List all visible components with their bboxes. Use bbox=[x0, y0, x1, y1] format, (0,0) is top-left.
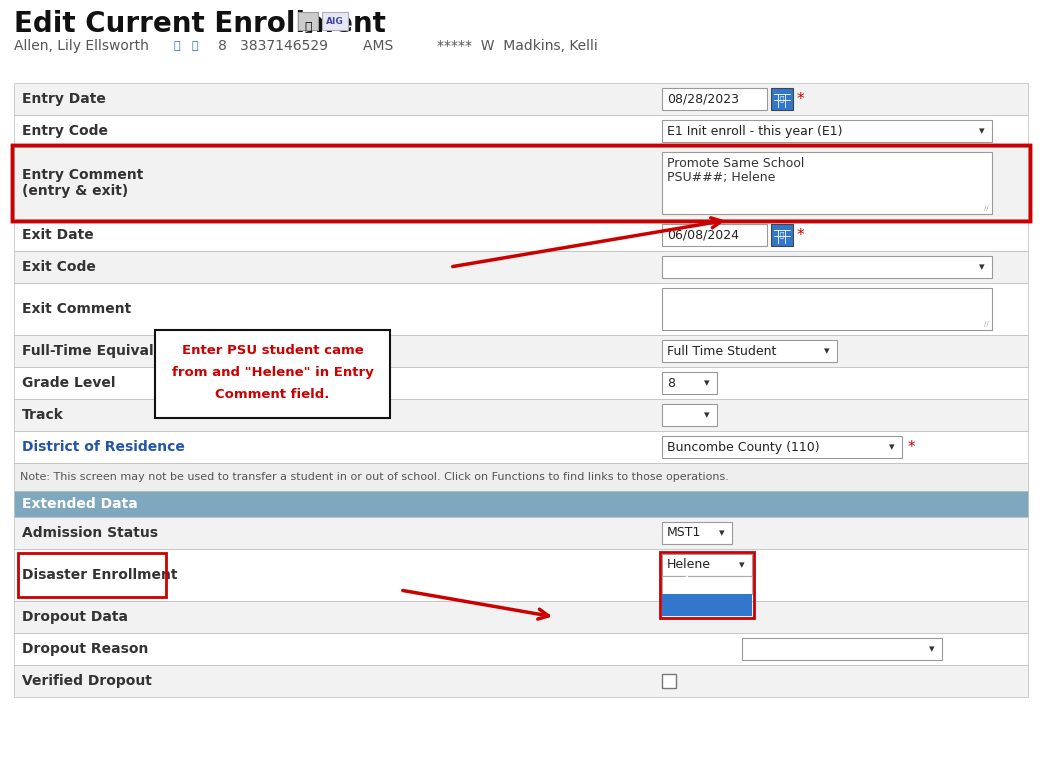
Text: District of Residence: District of Residence bbox=[22, 440, 185, 454]
Text: *: * bbox=[797, 227, 804, 243]
Text: MST1: MST1 bbox=[668, 526, 701, 539]
Text: ▾: ▾ bbox=[890, 442, 895, 452]
Text: 06/08/2024: 06/08/2024 bbox=[668, 229, 739, 242]
Text: Disaster Enrollment: Disaster Enrollment bbox=[22, 568, 177, 582]
Bar bbox=[662, 288, 992, 330]
Bar bbox=[662, 256, 992, 278]
Text: 👤: 👤 bbox=[191, 41, 197, 51]
Bar bbox=[771, 224, 793, 246]
Text: E1 Init enroll - this year (E1): E1 Init enroll - this year (E1) bbox=[668, 125, 843, 138]
Text: 📍: 📍 bbox=[173, 41, 179, 51]
Text: from and "Helene" in Entry: from and "Helene" in Entry bbox=[172, 366, 373, 379]
Text: Full Time Student: Full Time Student bbox=[668, 344, 776, 357]
Bar bbox=[14, 367, 1028, 399]
Bar bbox=[14, 491, 1028, 517]
Bar bbox=[662, 594, 752, 616]
Bar bbox=[14, 219, 1028, 251]
Text: Track: Track bbox=[22, 408, 64, 422]
Text: ⬛: ⬛ bbox=[780, 96, 784, 103]
Bar bbox=[662, 120, 992, 142]
Bar bbox=[662, 576, 752, 594]
Text: ▾: ▾ bbox=[739, 560, 745, 570]
Text: Grade Level: Grade Level bbox=[22, 376, 116, 390]
Bar bbox=[298, 12, 318, 30]
Text: *: * bbox=[797, 92, 804, 106]
Bar bbox=[14, 633, 1028, 665]
Text: (entry & exit): (entry & exit) bbox=[22, 184, 128, 198]
Text: Helene: Helene bbox=[668, 558, 711, 571]
Bar bbox=[662, 88, 767, 110]
Text: Dropout Reason: Dropout Reason bbox=[22, 642, 148, 656]
Text: //: // bbox=[985, 321, 989, 327]
Text: Comment field.: Comment field. bbox=[215, 388, 330, 401]
Bar bbox=[13, 145, 1030, 221]
Bar bbox=[662, 404, 717, 426]
Bar bbox=[662, 372, 717, 394]
Text: ▾: ▾ bbox=[704, 378, 710, 388]
Bar bbox=[662, 522, 732, 544]
Text: 8   3837146529        AMS          *****  W  Madkins, Kelli: 8 3837146529 AMS ***** W Madkins, Kelli bbox=[218, 39, 598, 53]
Text: *: * bbox=[908, 440, 916, 454]
Text: Admission Status: Admission Status bbox=[22, 526, 157, 540]
Bar bbox=[155, 330, 390, 418]
Text: //: // bbox=[985, 205, 989, 211]
Text: Exit Comment: Exit Comment bbox=[22, 302, 131, 316]
Text: 8: 8 bbox=[668, 376, 675, 389]
Text: Note: This screen may not be used to transfer a student in or out of school. Cli: Note: This screen may not be used to tra… bbox=[20, 472, 729, 482]
Bar bbox=[660, 552, 754, 618]
Bar bbox=[14, 251, 1028, 283]
Text: 👢: 👢 bbox=[305, 21, 312, 34]
Text: PSU###; Helene: PSU###; Helene bbox=[668, 171, 775, 184]
Text: ⬛: ⬛ bbox=[780, 232, 784, 239]
Text: Buncombe County (110): Buncombe County (110) bbox=[668, 441, 820, 454]
Bar bbox=[14, 431, 1028, 463]
Bar bbox=[13, 145, 1030, 221]
Bar bbox=[18, 553, 166, 597]
Text: ▾: ▾ bbox=[824, 346, 830, 356]
Text: ▾: ▾ bbox=[929, 644, 935, 654]
Text: Enter PSU student came: Enter PSU student came bbox=[181, 344, 363, 357]
Bar bbox=[14, 463, 1028, 491]
Text: Allen, Lily Ellsworth: Allen, Lily Ellsworth bbox=[14, 39, 149, 53]
Bar bbox=[14, 517, 1028, 549]
Text: Promote Same School: Promote Same School bbox=[668, 157, 804, 170]
Bar bbox=[14, 115, 1028, 147]
Text: 08/28/2023: 08/28/2023 bbox=[668, 93, 739, 106]
Bar bbox=[14, 665, 1028, 697]
Bar bbox=[662, 674, 676, 688]
Bar bbox=[14, 147, 1028, 219]
Text: Entry Date: Entry Date bbox=[22, 92, 106, 106]
Bar bbox=[322, 12, 348, 30]
Text: ▾: ▾ bbox=[979, 126, 985, 136]
Bar bbox=[662, 224, 767, 246]
Bar bbox=[14, 83, 1028, 115]
Text: ▾: ▾ bbox=[720, 528, 725, 538]
Text: Helene: Helene bbox=[668, 577, 715, 590]
Text: Full-Time Equivalency: Full-Time Equivalency bbox=[22, 344, 190, 358]
Bar bbox=[662, 554, 752, 576]
Text: Entry Code: Entry Code bbox=[22, 124, 108, 138]
Bar bbox=[771, 88, 793, 110]
Bar bbox=[662, 152, 992, 214]
Text: Extended Data: Extended Data bbox=[22, 497, 138, 511]
Text: Dropout Data: Dropout Data bbox=[22, 610, 128, 624]
Text: Edit Current Enrollment: Edit Current Enrollment bbox=[14, 10, 386, 38]
Text: ▾: ▾ bbox=[979, 262, 985, 272]
Bar bbox=[14, 601, 1028, 633]
Text: AIG: AIG bbox=[326, 17, 344, 25]
Bar bbox=[14, 283, 1028, 335]
Text: ▾: ▾ bbox=[704, 410, 710, 420]
Text: Exit Date: Exit Date bbox=[22, 228, 94, 242]
Bar bbox=[14, 549, 1028, 601]
Bar bbox=[662, 436, 902, 458]
Bar bbox=[14, 399, 1028, 431]
Bar bbox=[742, 638, 942, 660]
Bar bbox=[14, 335, 1028, 367]
Bar bbox=[662, 340, 836, 362]
Text: Exit Code: Exit Code bbox=[22, 260, 96, 274]
Text: Entry Comment: Entry Comment bbox=[22, 168, 143, 182]
Text: Verified Dropout: Verified Dropout bbox=[22, 674, 152, 688]
